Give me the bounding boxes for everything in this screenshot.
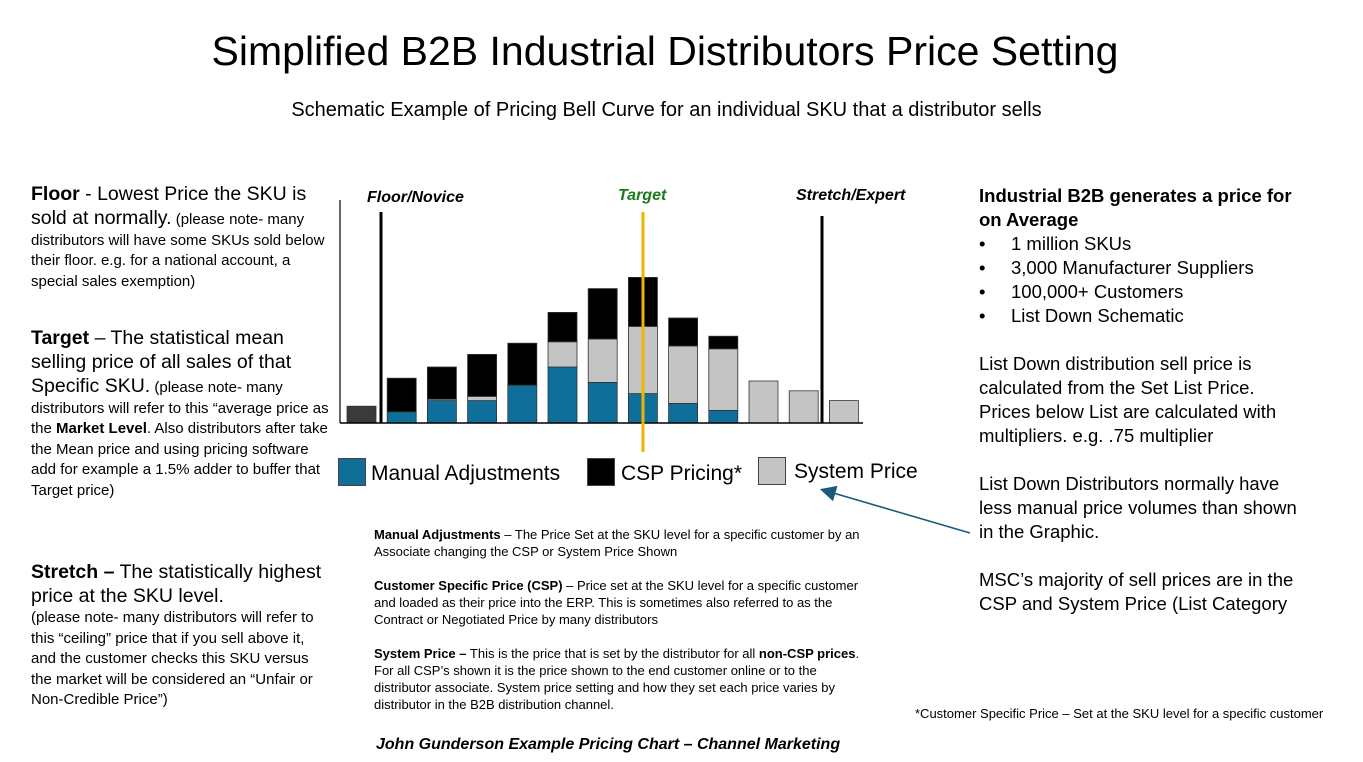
bar-floor-dark [346, 405, 377, 424]
bar-system [788, 390, 819, 424]
system-def-term: System Price – [374, 646, 467, 661]
csp-footnote: *Customer Specific Price – Set at the SK… [915, 706, 1324, 721]
legend-csp-label: CSP Pricing* [621, 462, 742, 485]
bar-csp [427, 366, 457, 400]
list-item: 100,000+ Customers [979, 280, 1299, 304]
system-price-definition: System Price – This is the price that is… [374, 645, 864, 713]
stretch-zone-label: Stretch/Expert [796, 187, 906, 204]
stretch-lead: The statistically highest price at the S… [31, 561, 322, 607]
bar-manual [467, 400, 498, 424]
floor-lead: - Lowest Price the SKU is sold at normal… [31, 183, 307, 229]
list-item: 1 million SKUs [979, 232, 1299, 256]
bar-csp [708, 335, 739, 350]
stretch-term: Stretch – [31, 561, 115, 583]
bar-manual [386, 411, 417, 424]
list-item: List Down Schematic [979, 304, 1299, 328]
pricing-bell-curve-chart: Floor/Novice Target Stretch/Expert [339, 187, 906, 452]
bar-csp [386, 377, 417, 413]
bar-csp [507, 342, 538, 386]
bar-system [748, 380, 779, 424]
bar-manual [507, 384, 538, 424]
target-term: Target [31, 327, 90, 349]
manual-def-term: Manual Adjustments [374, 527, 501, 542]
list-item: 3,000 Manufacturer Suppliers [979, 256, 1299, 280]
bar-system [668, 345, 699, 404]
floor-note: (please note- many distributors will hav… [31, 211, 325, 290]
floor-term: Floor [31, 183, 80, 205]
bar-csp [547, 311, 578, 343]
system-def-text2: . For all CSP’s shown it is the price sh… [374, 646, 860, 712]
bar-system [708, 348, 739, 411]
target-lead: – The statistical mean selling price of … [31, 327, 292, 397]
target-note-post: . Also distributors after take the Mean … [31, 420, 328, 499]
chart-credit: John Gunderson Example Pricing Chart – C… [376, 736, 841, 753]
legend-csp-swatch [587, 458, 615, 486]
manual-adjustments-definition: Manual Adjustments – The Price Set at th… [374, 526, 864, 560]
right-header: Industrial B2B generates a price for on … [979, 185, 1292, 230]
target-definition: Target – The statistical mean selling pr… [31, 326, 331, 501]
bars-group [346, 277, 859, 424]
bar-system [547, 341, 578, 368]
stretch-definition: Stretch – The statistically highest pric… [31, 560, 331, 711]
callout-arrow-icon [819, 485, 971, 534]
bar-manual [708, 409, 739, 424]
legend-manual-swatch [338, 458, 366, 486]
bar-manual [547, 366, 578, 424]
target-note-pre: (please note- many distributors will ref… [31, 379, 329, 437]
legend-system-swatch [758, 457, 786, 485]
bar-system [467, 395, 498, 401]
page-subtitle: Schematic Example of Pricing Bell Curve … [291, 99, 1042, 121]
csp-definition: Customer Specific Price (CSP) – Price se… [374, 577, 864, 628]
bar-system [587, 338, 618, 383]
right-bullet-list: 1 million SKUs 3,000 Manufacturer Suppli… [979, 232, 1299, 328]
legend-system-label: System Price [794, 460, 918, 483]
manual-volume-paragraph: List Down Distributors normally have les… [979, 473, 1297, 542]
target-zone-label: Target [618, 187, 667, 204]
system-def-text1: This is the price that is set by the dis… [466, 646, 759, 661]
bar-manual [427, 400, 457, 424]
legend-manual-label: Manual Adjustments [371, 462, 561, 485]
csp-def-term: Customer Specific Price (CSP) [374, 578, 563, 593]
bar-csp [668, 317, 699, 347]
bar-manual [668, 402, 699, 424]
bar-csp [587, 288, 618, 340]
manual-def-text: – The Price Set at the SKU level for a s… [374, 527, 860, 559]
csp-def-text: – Price set at the SKU level for a speci… [374, 578, 859, 627]
page-title: Simplified B2B Industrial Distributors P… [211, 28, 1119, 74]
msc-paragraph: MSC’s majority of sell prices are in the… [979, 569, 1294, 614]
stretch-note: (please note- many distributors will ref… [31, 609, 314, 708]
floor-zone-label: Floor/Novice [367, 189, 464, 206]
bar-system [828, 400, 859, 424]
system-def-bold: non-CSP prices [758, 646, 856, 661]
list-down-paragraph: List Down distribution sell price is cal… [979, 353, 1277, 446]
floor-definition: Floor - Lowest Price the SKU is sold at … [31, 182, 331, 292]
bar-csp [467, 353, 498, 397]
target-note-bold: Market Level [56, 420, 147, 437]
bar-manual [587, 381, 618, 424]
